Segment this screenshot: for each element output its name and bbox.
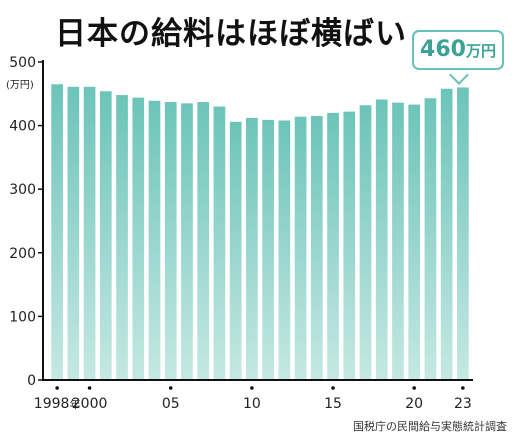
bar-1999: [67, 86, 80, 381]
x-tick-label-23: 23: [454, 396, 472, 412]
bar-2019: [392, 102, 404, 380]
bar-2000: [83, 86, 96, 381]
bar-2006: [181, 103, 193, 380]
chart-title: 日本の給料はほぼ横ばい: [55, 16, 407, 52]
y-tick-label-200: 200: [9, 246, 36, 262]
bar-2021: [424, 98, 437, 380]
x-tick-suffix: 年: [69, 397, 80, 411]
x-tick-label-15: 15: [324, 396, 342, 412]
x-tick-dot-1998: [55, 386, 59, 390]
bar-2014: [310, 116, 323, 380]
x-tick-dot-2020: [412, 386, 416, 390]
bar-2022: [440, 88, 453, 381]
x-tick-label-1998: 1998年: [34, 396, 81, 412]
x-tick-label-10: 10: [243, 396, 261, 412]
y-axis-label: (万円): [6, 80, 34, 91]
source-note: 国税庁の民間給与実態統計調査: [353, 420, 507, 433]
bar-2015: [327, 112, 339, 380]
y-tick-label-500: 500: [9, 55, 36, 71]
y-tick-label-0: 0: [27, 373, 36, 389]
latest-value-callout: 460万円: [412, 30, 504, 70]
bar-2007: [197, 102, 210, 380]
x-tick-dot-2005: [168, 386, 173, 390]
bar-2017: [359, 105, 372, 380]
bar-2010: [246, 117, 258, 380]
x-tick-dot-2023: [461, 386, 465, 390]
x-tick-dot-2000: [87, 386, 92, 390]
bar-2004: [148, 100, 161, 381]
x-tick-dot-2015: [331, 386, 335, 390]
callout-unit: 万円: [465, 42, 496, 60]
x-tick-dot-2010: [250, 386, 254, 390]
callout-value: 460: [420, 37, 466, 62]
bar-2023: [457, 87, 469, 380]
bar-2020: [408, 104, 421, 381]
y-tick-label-400: 400: [9, 119, 36, 135]
bar-2013: [294, 116, 307, 380]
x-tick-label-20: 20: [405, 396, 423, 412]
y-tick-label-300: 300: [9, 182, 36, 198]
bar-2009: [229, 121, 242, 380]
bar-1998: [51, 84, 63, 380]
bar-2005: [164, 102, 177, 380]
bar-2018: [375, 99, 388, 381]
bar-2008: [213, 106, 226, 381]
bar-2012: [278, 120, 291, 380]
bar-2011: [262, 119, 274, 380]
y-tick-label-100: 100: [9, 309, 36, 325]
x-tick-label-2000: 2000: [72, 396, 108, 412]
bar-2002: [116, 95, 128, 380]
bar-2016: [343, 111, 356, 381]
bar-2003: [132, 97, 145, 381]
bar-2001: [99, 91, 112, 380]
x-tick-label-05: 05: [162, 396, 180, 412]
